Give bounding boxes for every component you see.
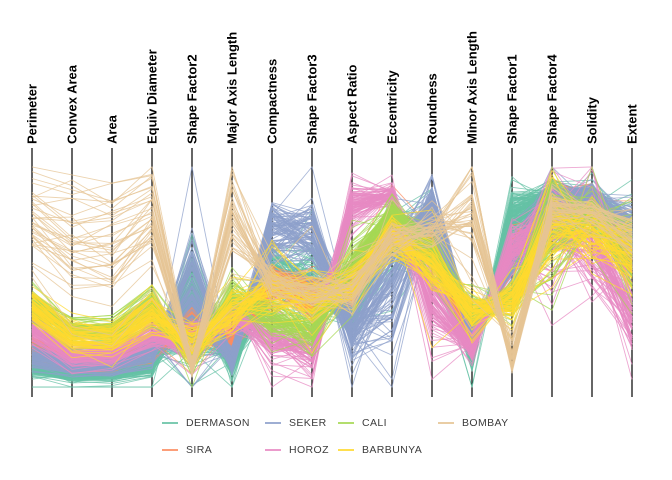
- axis-label: Eccentricity: [385, 70, 400, 144]
- legend-swatch-icon: [438, 422, 454, 424]
- data-line-bombay: [31, 201, 633, 367]
- legend-swatch-icon: [265, 422, 281, 424]
- data-line-bombay: [31, 201, 633, 368]
- data-line-barbunya: [31, 221, 633, 352]
- legend-swatch-icon: [338, 449, 354, 451]
- legend-label: CALI: [362, 417, 387, 429]
- axis-labels-group: Perimeter Convex Area Area Equiv Diameter Sh…: [25, 31, 640, 144]
- legend-item-cali: CALI: [338, 417, 438, 429]
- legend-label: BARBUNYA: [362, 444, 423, 456]
- axis-label: Solidity: [585, 96, 600, 144]
- data-line-bombay: [31, 166, 633, 372]
- axis-label: Major Axis Length: [225, 32, 240, 144]
- data-line-bombay: [31, 174, 633, 366]
- data-line-bombay: [31, 203, 633, 351]
- axis-label: Perimeter: [25, 84, 40, 144]
- legend-item-horoz: HOROZ: [265, 444, 338, 456]
- legend: DERMASON SEKER CALI BOMBAY SIRA HOROZ BARBUNY…: [162, 416, 548, 470]
- legend-swatch-icon: [265, 449, 281, 451]
- axis-label: Roundness: [425, 73, 440, 144]
- plot-canvas: Perimeter Convex Area Area Equiv Diameter Sh…: [25, 31, 640, 397]
- axis-label: Area: [105, 114, 120, 144]
- legend-label: HOROZ: [289, 444, 329, 456]
- legend-item-bombay: BOMBAY: [438, 417, 548, 429]
- legend-label: DERMASON: [186, 417, 250, 429]
- legend-swatch-icon: [162, 422, 178, 424]
- legend-item-dermason: DERMASON: [162, 417, 265, 429]
- legend-swatch-icon: [338, 422, 354, 424]
- legend-label: SEKER: [289, 417, 327, 429]
- data-lines-group: [31, 166, 633, 388]
- axis-label: Compactness: [265, 59, 280, 144]
- axis-label: Shape Factor4: [545, 54, 560, 144]
- axis-label: Extent: [625, 104, 640, 144]
- legend-label: SIRA: [186, 444, 213, 456]
- legend-swatch-icon: [162, 449, 178, 451]
- axis-label: Shape Factor2: [185, 54, 200, 144]
- axis-label: Aspect Ratio: [345, 64, 360, 144]
- legend-item-sira: SIRA: [162, 444, 265, 456]
- legend-row: SIRA HOROZ BARBUNYA: [162, 443, 548, 457]
- legend-label: BOMBAY: [462, 417, 509, 429]
- axis-label: Convex Area: [65, 64, 80, 144]
- data-line-bombay: [31, 185, 633, 361]
- legend-row: DERMASON SEKER CALI BOMBAY: [162, 416, 548, 430]
- axis-label: Shape Factor3: [305, 54, 320, 144]
- legend-item-seker: SEKER: [265, 417, 338, 429]
- axis-label: Minor Axis Length: [465, 31, 480, 144]
- axis-label: Shape Factor1: [505, 54, 520, 144]
- legend-item-barbunya: BARBUNYA: [338, 444, 438, 456]
- axis-label: Equiv Diameter: [145, 49, 160, 144]
